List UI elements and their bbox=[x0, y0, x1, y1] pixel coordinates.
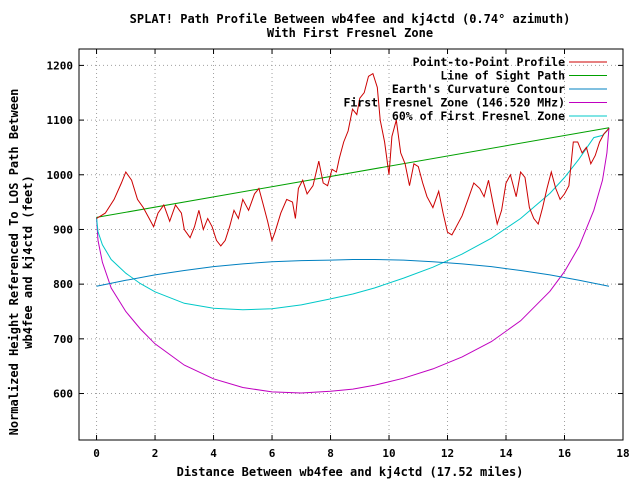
x-tick-label: 6 bbox=[269, 447, 276, 460]
x-tick-label: 2 bbox=[152, 447, 159, 460]
series-line-4 bbox=[96, 127, 610, 311]
y-tick-label: 1200 bbox=[47, 59, 74, 72]
y-tick-label: 800 bbox=[53, 278, 73, 291]
series-line-2 bbox=[96, 259, 610, 287]
series-line-0 bbox=[96, 72, 610, 247]
chart-title: SPLAT! Path Profile Between wb4fee and k… bbox=[130, 12, 571, 26]
legend-label-4: 60% of First Fresnel Zone bbox=[392, 109, 565, 123]
y-axis-label-line-1: Normalized Height Referenced To LOS Path… bbox=[7, 89, 21, 436]
x-tick-label: 16 bbox=[558, 447, 572, 460]
y-axis-label-line-2: wb4fee and kj4ctd (feet) bbox=[21, 175, 35, 348]
y-tick-label: 1000 bbox=[47, 169, 74, 182]
plot-frame bbox=[78, 48, 624, 441]
grid-lines bbox=[79, 49, 624, 440]
legend-label-0: Point-to-Point Profile bbox=[413, 55, 565, 69]
series-line-3 bbox=[96, 127, 610, 394]
x-tick-label: 18 bbox=[616, 447, 629, 460]
legend-label-2: Earth's Curvature Contour bbox=[392, 82, 565, 96]
legend-label-3: First Fresnel Zone (146.520 MHz) bbox=[343, 96, 565, 110]
y-tick-label: 600 bbox=[53, 388, 73, 401]
x-tick-label: 12 bbox=[441, 447, 454, 460]
x-tick-label: 10 bbox=[382, 447, 395, 460]
axis-ticks: 0 2 4 6 8 10 12 14 16 18 600 700 800 900 1000 1100 1200 bbox=[47, 49, 630, 460]
y-tick-label: 900 bbox=[53, 223, 73, 236]
y-tick-label: 1100 bbox=[47, 114, 74, 127]
x-tick-label: 8 bbox=[327, 447, 334, 460]
chart-subtitle: With First Fresnel Zone bbox=[267, 26, 433, 40]
series-line-1 bbox=[96, 127, 610, 218]
x-tick-label: 0 bbox=[93, 447, 100, 460]
y-tick-label: 700 bbox=[53, 333, 73, 346]
x-tick-label: 4 bbox=[210, 447, 217, 460]
x-axis-label: Distance Between wb4fee and kj4ctd (17.5… bbox=[177, 465, 524, 479]
series-layer bbox=[96, 72, 610, 394]
legend-label-1: Line of Sight Path bbox=[440, 69, 565, 83]
x-tick-label: 14 bbox=[499, 447, 513, 460]
